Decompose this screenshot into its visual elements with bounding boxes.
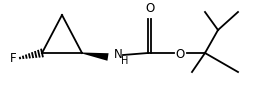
Text: H: H bbox=[121, 56, 128, 66]
Text: O: O bbox=[145, 2, 155, 15]
Text: N: N bbox=[114, 48, 123, 62]
Text: O: O bbox=[175, 48, 185, 61]
Polygon shape bbox=[82, 53, 109, 61]
Text: F: F bbox=[10, 51, 16, 65]
